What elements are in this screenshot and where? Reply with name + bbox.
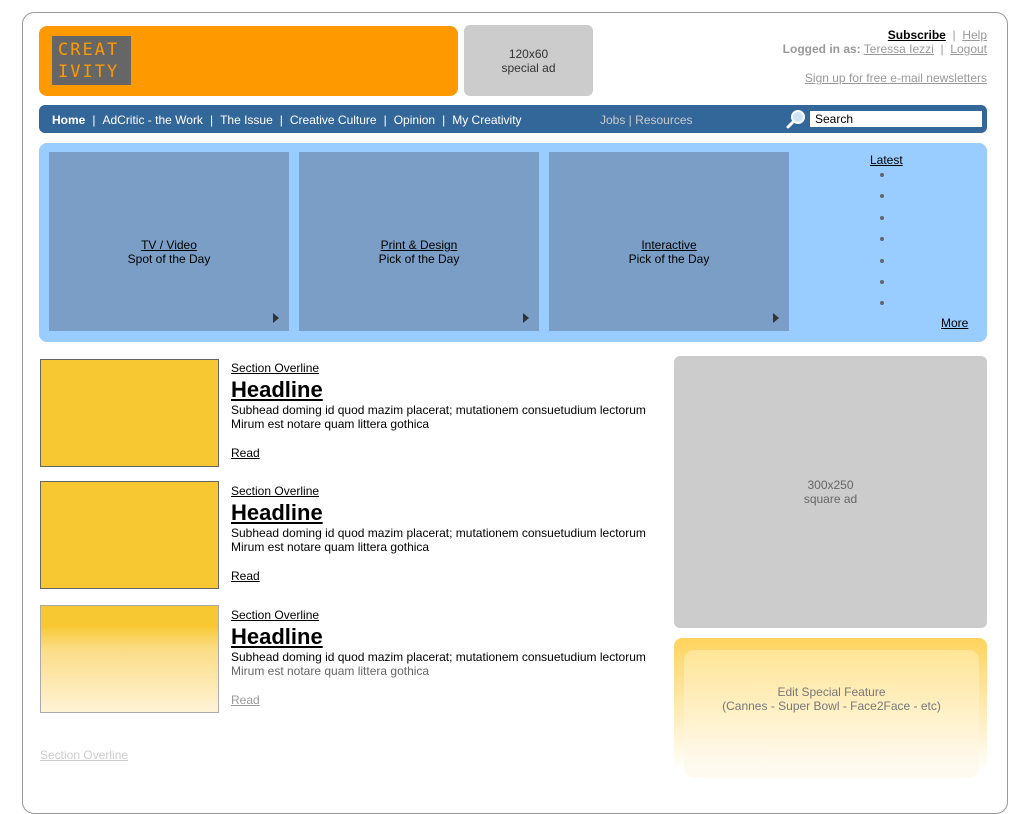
section-overline[interactable]: Section Overline (231, 608, 320, 622)
more-link[interactable]: More (941, 316, 969, 330)
teaser-tv-video[interactable]: TV / Video Spot of the Day (49, 152, 289, 331)
article-subhead-line-2: Mirum est notare quam littera gothica (231, 540, 430, 554)
article-subhead-line-2: Mirum est notare quam littera gothica (231, 417, 430, 431)
article-thumbnail[interactable] (40, 359, 219, 467)
special-feature-subtitle: (Cannes - Super Bowl - Face2Face - etc) (722, 699, 941, 713)
logo-line-1: CREAT (58, 40, 120, 60)
article-thumbnail[interactable] (40, 481, 219, 589)
special-ad-slot[interactable]: 120x60 special ad (464, 25, 593, 96)
article-headline[interactable]: Headline (231, 500, 323, 525)
nav-item-jobs[interactable]: Jobs | (600, 113, 632, 127)
nav-item-my-creativity[interactable]: My Creativity (452, 113, 522, 127)
special-feature-box: Edit Special Feature (Cannes - Super Bow… (674, 638, 987, 778)
read-link[interactable]: Read (231, 569, 260, 583)
ad-size-label: 120x60 (508, 46, 549, 61)
site-logo[interactable]: CREAT IVITY (52, 36, 131, 85)
play-arrow-icon[interactable] (523, 313, 529, 323)
square-ad-slot[interactable]: 300x250 square ad (674, 356, 987, 628)
account-links: Subscribe | Help Logged in as: Teressa I… (782, 28, 987, 56)
latest-bullet[interactable] (880, 301, 884, 306)
latest-bullet[interactable] (880, 237, 884, 242)
section-overline[interactable]: Section Overline (231, 361, 320, 375)
teaser-title[interactable]: Print & Design (380, 238, 458, 252)
subnav-teaser: Sub-nav (Teaser) TV / Video Spot of the … (39, 143, 987, 342)
nav-item-creative-culture[interactable]: Creative Culture (289, 113, 377, 127)
article-subhead-line-2: Mirum est notare quam littera gothica (231, 664, 430, 678)
teaser-subtitle: Pick of the Day (628, 252, 710, 266)
main-nav: Home | AdCritic - the Work | The Issue | Creat… (39, 105, 987, 133)
latest-bullet[interactable] (880, 194, 884, 199)
search-input[interactable] (810, 111, 982, 127)
article-subhead: Subhead doming id quod mazim placerat; m… (231, 403, 646, 417)
special-feature-panel[interactable]: Edit Special Feature (Cannes - Super Bow… (684, 650, 979, 778)
play-arrow-icon[interactable] (273, 313, 279, 323)
read-link[interactable]: Read (231, 693, 260, 707)
search-icon[interactable] (786, 109, 806, 129)
help-link[interactable]: Help (962, 28, 987, 42)
logo-line-2: IVITY (58, 62, 120, 82)
article-headline[interactable]: Headline (231, 377, 323, 402)
article-headline[interactable]: Headline (231, 624, 323, 649)
teaser-title[interactable]: TV / Video (141, 238, 197, 252)
ad-type-label: square ad (803, 492, 858, 506)
subscribe-link[interactable]: Subscribe (887, 28, 946, 42)
latest-bullet[interactable] (880, 258, 884, 263)
nav-item-adcritic[interactable]: AdCritic - the Work (102, 113, 203, 127)
teaser-interactive[interactable]: Interactive Pick of the Day (549, 152, 789, 331)
article-item: Section Overline Headline Subhead doming… (231, 361, 661, 460)
article-subhead: Subhead doming id quod mazim placerat; m… (231, 650, 646, 664)
logged-in-label: Logged in as: (782, 42, 861, 56)
logout-link[interactable]: Logout (950, 42, 987, 56)
latest-bullet[interactable] (880, 173, 884, 177)
article-item: Section Overline Headline Subhead doming… (231, 484, 661, 583)
section-overline[interactable]: Section Overline (231, 484, 320, 498)
newsletter-signup-link[interactable]: Sign up for free e-mail newsletters (804, 71, 987, 85)
latest-list (880, 173, 884, 323)
teaser-subtitle: Pick of the Day (378, 252, 460, 266)
user-name-link[interactable]: Teressa Iezzi (863, 42, 934, 56)
special-feature-title: Edit Special Feature (777, 685, 886, 699)
latest-bullet[interactable] (880, 215, 884, 220)
teaser-subtitle: Spot of the Day (127, 252, 211, 266)
nav-item-resources[interactable]: Resources (635, 113, 693, 127)
section-overline[interactable]: Section Overline (40, 748, 129, 762)
article-item: Section Overline Headline Subhead doming… (231, 608, 661, 707)
teaser-title[interactable]: Interactive (641, 238, 697, 252)
latest-bullet[interactable] (880, 279, 884, 284)
nav-item-the-issue[interactable]: The Issue (220, 113, 273, 127)
ad-type-label: special ad (501, 60, 556, 75)
nav-item-opinion[interactable]: Opinion (393, 113, 436, 127)
teaser-print-design[interactable]: Print & Design Pick of the Day (299, 152, 539, 331)
play-arrow-icon[interactable] (773, 313, 779, 323)
latest-link[interactable]: Latest (870, 153, 903, 167)
nav-item-home[interactable]: Home (52, 113, 86, 127)
ad-size-label: 300x250 (807, 478, 854, 492)
article-thumbnail[interactable] (40, 605, 219, 713)
article-subhead: Subhead doming id quod mazim placerat; m… (231, 526, 646, 540)
read-link[interactable]: Read (231, 446, 260, 460)
